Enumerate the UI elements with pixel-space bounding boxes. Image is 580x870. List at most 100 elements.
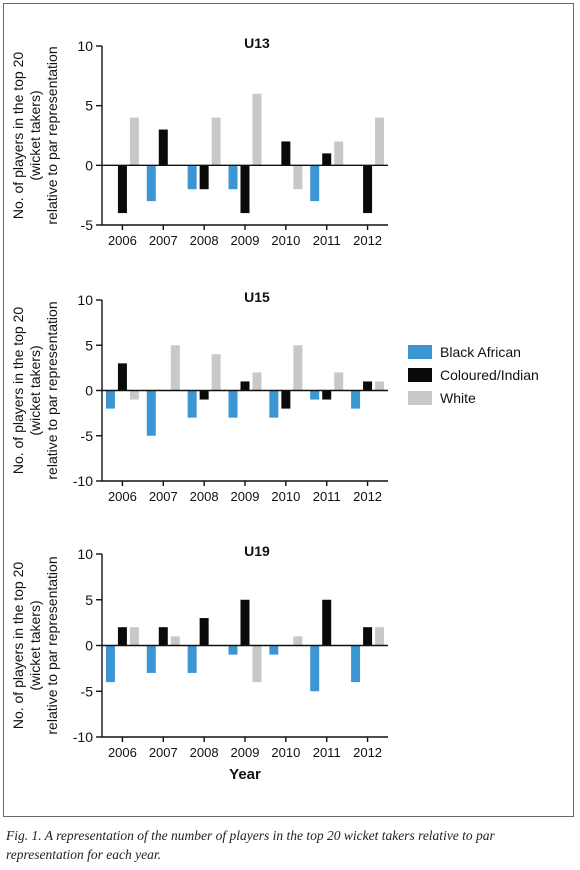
u15-y-axis-label: relative to par representation <box>44 301 60 479</box>
u15-y-tick-label: 5 <box>85 337 93 353</box>
u15-x-tick-label: 2007 <box>149 489 178 504</box>
u13-x-tick-label: 2009 <box>231 233 260 248</box>
u15-bar-coloured-indian <box>117 363 127 391</box>
u13-bar-white <box>129 117 139 166</box>
figure-frame <box>3 3 574 817</box>
u19-bar-coloured-indian <box>199 618 209 646</box>
u19-x-axis-label: Year <box>229 766 261 783</box>
u13-bar-coloured-indian <box>117 165 127 214</box>
u19-y-tick-label: 10 <box>77 546 93 562</box>
u15-bar-black-african <box>146 390 156 436</box>
u15-y-axis-label: (wicket takers) <box>27 345 43 435</box>
u15-y-axis-label: No. of players in the top 20 <box>10 307 26 475</box>
u19-bar-white <box>293 636 303 646</box>
u15-x-tick-label: 2009 <box>231 489 260 504</box>
charts-canvas: 10 5 0 -5 2006 2007 2008 2009 2010 2011 2012 U13 No.… <box>10 35 388 783</box>
u13-bar-white <box>375 117 385 166</box>
u19-bar-coloured-indian <box>158 627 168 646</box>
u19-x-tick-label: 2009 <box>231 745 260 760</box>
u19-bar-white <box>375 627 385 646</box>
u19-bar-black-african <box>269 645 279 655</box>
u15-bar-black-african <box>269 390 279 418</box>
u13-bar-white <box>334 141 344 166</box>
legend-label-coloured-indian: Coloured/Indian <box>440 366 539 383</box>
u15-bar-white <box>211 354 221 391</box>
u13-bar-coloured-indian <box>240 165 250 214</box>
u15-bar-white <box>375 381 385 391</box>
u19-x-tick-label: 2008 <box>190 745 219 760</box>
u19-y-axis-label: (wicket takers) <box>27 600 43 690</box>
legend-label-black-african: Black African <box>440 343 521 360</box>
u13-y-axis-label: relative to par representation <box>44 46 60 224</box>
u15-bar-coloured-indian <box>199 390 209 400</box>
u15-y-tick-label: 10 <box>77 292 93 308</box>
u13-title: U13 <box>244 35 270 51</box>
u19-bar-coloured-indian <box>363 627 373 646</box>
u19-bar-white <box>129 627 139 646</box>
u13-y-axis-label: (wicket takers) <box>27 90 43 180</box>
u15-bar-black-african <box>310 390 320 400</box>
u13-bar-coloured-indian <box>281 141 291 166</box>
u15-x-tick-label: 2011 <box>313 489 341 504</box>
u15-title: U15 <box>244 289 270 305</box>
u15-bar-white <box>334 372 344 391</box>
u19-y-axis-label: relative to par representation <box>44 556 60 734</box>
u15-bar-black-african <box>105 390 115 409</box>
u19-y-axis-label: No. of players in the top 20 <box>10 562 26 730</box>
u13-y-axis-label: No. of players in the top 20 <box>10 52 26 220</box>
u13-bar-black-african <box>187 165 197 190</box>
u19-y-tick-label: 5 <box>85 592 93 608</box>
u13-x-tick-label: 2011 <box>313 233 341 248</box>
u19-bar-black-african <box>310 645 320 692</box>
u13-bar-coloured-indian <box>363 165 373 214</box>
u13-bar-white <box>293 165 303 190</box>
u15-bar-coloured-indian <box>363 381 373 391</box>
u15-bar-black-african <box>351 390 361 409</box>
u15-x-tick-label: 2008 <box>190 489 219 504</box>
u15-bar-coloured-indian <box>322 390 332 400</box>
u15-bar-black-african <box>228 390 238 418</box>
legend-swatch-black-african <box>408 344 432 359</box>
u15-y-tick-label: -10 <box>73 473 93 489</box>
u19-bar-black-african <box>187 645 197 673</box>
u13-bar-coloured-indian <box>158 129 168 166</box>
u13-bar-white <box>211 117 221 166</box>
u19-x-tick-label: 2011 <box>313 745 341 760</box>
u13-bar-black-african <box>146 165 156 202</box>
legend-item-black-african: Black African <box>408 340 539 363</box>
u19-bar-white <box>170 636 180 646</box>
u13-x-tick-label: 2007 <box>149 233 178 248</box>
u19-bar-black-african <box>351 645 361 683</box>
legend-swatch-coloured-indian <box>408 367 432 382</box>
u15-bar-coloured-indian <box>240 381 250 391</box>
u13-x-tick-label: 2010 <box>271 233 300 248</box>
u13-x-tick-label: 2006 <box>108 233 137 248</box>
u15-bar-white <box>129 390 139 400</box>
legend: Black African Coloured/Indian White <box>408 340 539 409</box>
u19-y-tick-label: -5 <box>81 683 94 699</box>
u19-bar-coloured-indian <box>322 599 332 646</box>
figure-caption: Fig. 1. A representation of the number o… <box>6 828 495 862</box>
u13-bar-coloured-indian <box>199 165 209 190</box>
u19-y-tick-label: -10 <box>73 729 93 745</box>
u19-x-tick-label: 2012 <box>353 745 382 760</box>
u19-bar-coloured-indian <box>240 599 250 646</box>
u13-x-tick-label: 2008 <box>190 233 219 248</box>
u19-bar-black-african <box>228 645 238 655</box>
legend-item-white: White <box>408 386 539 409</box>
u13-y-tick-label: -5 <box>81 217 94 233</box>
u13-bar-white <box>252 93 262 166</box>
legend-label-white: White <box>440 389 476 406</box>
u15-bar-black-african <box>187 390 197 418</box>
u19-bar-white <box>252 645 262 683</box>
u13-x-tick-label: 2012 <box>353 233 382 248</box>
u15-x-tick-label: 2006 <box>108 489 137 504</box>
u15-x-tick-label: 2012 <box>353 489 382 504</box>
legend-item-coloured-indian: Coloured/Indian <box>408 363 539 386</box>
u13-bar-black-african <box>310 165 320 202</box>
u13-y-tick-label: 5 <box>85 98 93 114</box>
u19-bar-coloured-indian <box>117 627 127 646</box>
u19-x-tick-label: 2007 <box>149 745 178 760</box>
u19-x-tick-label: 2010 <box>271 745 300 760</box>
u13-bar-coloured-indian <box>322 153 332 166</box>
